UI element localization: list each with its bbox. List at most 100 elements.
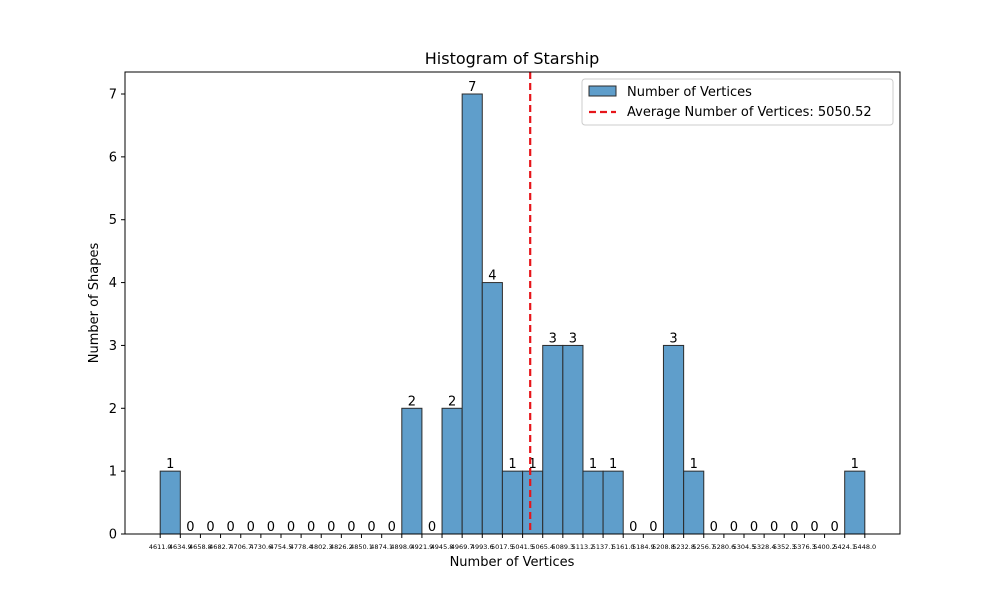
y-tick-label: 7 — [109, 88, 117, 103]
y-tick-label: 1 — [109, 465, 117, 480]
bar-value-label: 3 — [549, 331, 557, 346]
histogram-bar — [501, 470, 524, 535]
x-tick-label: 5352.3 — [773, 543, 796, 551]
bar-value-label: 4 — [488, 269, 496, 284]
bar-value-label: 0 — [307, 520, 315, 535]
x-axis-label: Number of Vertices — [450, 555, 575, 570]
bars-layer — [159, 93, 866, 535]
x-tick-label: 4969.7 — [451, 543, 474, 551]
x-tick-label: 5232.8 — [672, 543, 695, 551]
plot-frame — [124, 71, 901, 535]
x-tick-label: 4706.7 — [229, 543, 252, 551]
y-tick-label: 2 — [109, 402, 117, 417]
x-tick-label: 5328.4 — [753, 543, 776, 551]
x-tick-label: 5161.0 — [612, 543, 635, 551]
bar-value-label: 0 — [186, 520, 194, 535]
x-tick-label: 4993.6 — [471, 543, 494, 551]
x-tick-label: 5448.0 — [853, 543, 876, 551]
x-tick-label: 5089.3 — [551, 543, 574, 551]
y-tick-label: 6 — [109, 150, 117, 165]
bar-value-label: 1 — [609, 457, 617, 472]
histogram-bar — [582, 470, 604, 535]
x-tick-label: 5400.2 — [813, 543, 836, 551]
bar-value-label: 0 — [247, 520, 255, 535]
bar-value-label: 0 — [367, 520, 375, 535]
bar-value-label: 0 — [629, 520, 637, 535]
bar-value-label: 0 — [287, 520, 295, 535]
legend-label-bars: Number of Vertices — [627, 85, 752, 100]
bar-value-label: 0 — [327, 520, 335, 535]
legend-bar-swatch — [588, 85, 617, 97]
x-tick-label: 4898.0 — [390, 543, 413, 551]
bar-value-label: 1 — [851, 457, 859, 472]
x-ticks-layer: 4611.04634.94658.84682.74706.74730.64754… — [149, 534, 876, 551]
x-tick-label: 4778.4 — [290, 543, 313, 551]
x-tick-label: 5424.1 — [833, 543, 856, 551]
bar-value-label: 3 — [669, 331, 677, 346]
y-axis-label: Number of Shapes — [87, 243, 102, 364]
bar-value-label: 1 — [589, 457, 597, 472]
histogram-bar — [683, 470, 705, 535]
bar-value-label: 0 — [710, 520, 718, 535]
histogram-bar — [481, 282, 503, 535]
x-tick-label: 5376.3 — [793, 543, 816, 551]
x-tick-label: 5256.7 — [692, 543, 715, 551]
bar-value-label: 1 — [529, 457, 537, 472]
histogram-bar — [159, 470, 181, 535]
x-tick-label: 5113.2 — [572, 543, 595, 551]
x-tick-label: 4682.7 — [209, 543, 232, 551]
bar-value-label: 3 — [569, 331, 577, 346]
bar-value-label: 2 — [408, 394, 416, 409]
histogram-bar — [844, 470, 866, 535]
histogram-bar — [401, 407, 423, 535]
x-tick-label: 4945.8 — [431, 543, 454, 551]
bar-value-label: 1 — [690, 457, 698, 472]
bar-value-label: 0 — [206, 520, 214, 535]
bar-value-label: 0 — [267, 520, 275, 535]
x-tick-label: 4921.9 — [411, 543, 434, 551]
histogram-bar — [662, 344, 685, 535]
x-tick-label: 5041.5 — [511, 543, 534, 551]
x-tick-label: 4658.8 — [189, 543, 212, 551]
bar-value-label: 0 — [347, 520, 355, 535]
legend-box — [581, 78, 894, 126]
x-tick-label: 4730.6 — [249, 543, 272, 551]
bar-value-label: 0 — [750, 520, 758, 535]
bar-value-label: 2 — [448, 394, 456, 409]
bar-value-label: 0 — [227, 520, 235, 535]
legend-label-average: Average Number of Vertices: 5050.52 — [627, 105, 872, 120]
x-tick-label: 4611.0 — [149, 543, 172, 551]
bar-value-label: 1 — [166, 457, 174, 472]
y-tick-label: 5 — [109, 213, 117, 228]
x-tick-label: 4802.3 — [310, 543, 333, 551]
x-tick-label: 5065.4 — [531, 543, 554, 551]
x-tick-label: 4850.1 — [350, 543, 373, 551]
x-tick-label: 4874.1 — [370, 543, 393, 551]
bar-value-label: 0 — [830, 520, 838, 535]
y-tick-label: 0 — [109, 528, 117, 543]
legend: Number of Vertices Average Number of Ver… — [581, 78, 894, 126]
histogram-bar — [562, 344, 584, 535]
bar-value-label: 0 — [388, 520, 396, 535]
histogram-bar — [441, 407, 463, 535]
bar-value-label: 0 — [770, 520, 778, 535]
y-tick-label: 4 — [109, 276, 117, 291]
chart-title: Histogram of Starship — [425, 49, 599, 68]
bar-value-label: 7 — [468, 80, 476, 95]
bar-value-label: 0 — [730, 520, 738, 535]
bar-value-label: 0 — [428, 520, 436, 535]
bar-value-label: 0 — [790, 520, 798, 535]
x-tick-label: 5184.9 — [632, 543, 655, 551]
y-tick-label: 3 — [109, 339, 117, 354]
histogram-bar — [461, 93, 483, 535]
x-tick-label: 4634.9 — [169, 543, 192, 551]
x-tick-label: 4754.5 — [270, 543, 293, 551]
bar-value-label: 0 — [649, 520, 657, 535]
histogram-bar — [542, 344, 564, 535]
y-ticks-layer: 0 1 2 3 4 5 6 7 — [109, 88, 125, 543]
histogram-bar — [522, 470, 544, 535]
x-tick-label: 5137.1 — [592, 543, 615, 551]
bar-value-label: 0 — [810, 520, 818, 535]
x-tick-label: 5017.5 — [491, 543, 514, 551]
